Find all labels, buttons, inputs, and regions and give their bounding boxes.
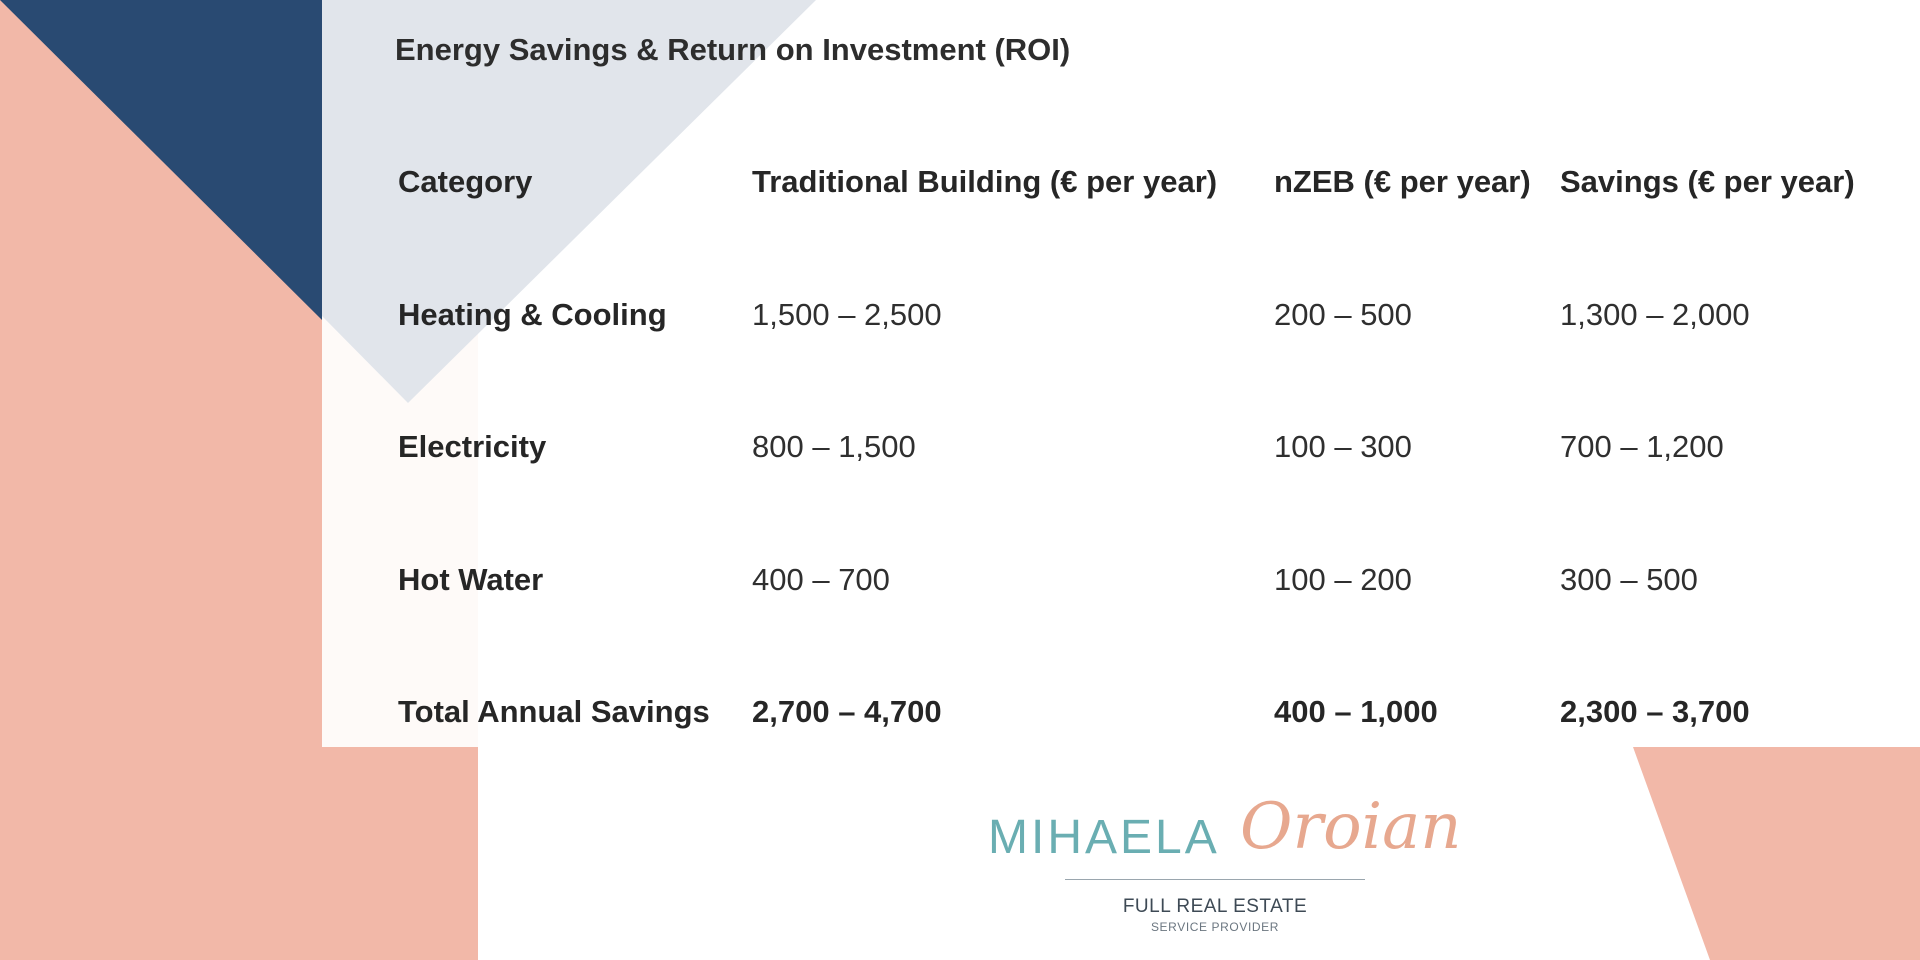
cell-traditional: 1,500 – 2,500	[752, 297, 942, 332]
logo-divider	[1065, 879, 1365, 880]
logo-tagline: FULL REAL ESTATE	[1122, 896, 1308, 917]
cell-nzeb: 100 – 300	[1274, 429, 1412, 464]
pale-gray-triangle	[322, 0, 816, 403]
cell-nzeb: 100 – 200	[1274, 562, 1412, 597]
cell-traditional: 400 – 700	[752, 562, 890, 597]
cell-savings: 300 – 500	[1560, 562, 1698, 597]
cell-traditional: 800 – 1,500	[752, 429, 916, 464]
header-traditional: Traditional Building (€ per year)	[752, 164, 1218, 199]
row-label-electricity: Electricity	[398, 429, 547, 464]
brand-logo: MIHAELA Oroian FULL REAL ESTATE SERVICE …	[985, 750, 1461, 940]
logo-first-name: MIHAELA	[988, 811, 1220, 864]
logo-signature: Oroian	[1240, 790, 1462, 864]
cell-nzeb-total: 400 – 1,000	[1274, 694, 1438, 729]
cell-savings: 1,300 – 2,000	[1560, 297, 1750, 332]
logo-subtagline: SERVICE PROVIDER	[1150, 920, 1280, 934]
header-savings: Savings (€ per year)	[1560, 164, 1855, 199]
navy-triangle	[0, 0, 322, 320]
row-label-heating-cooling: Heating & Cooling	[398, 297, 667, 332]
card-overlay-shapes	[322, 0, 816, 403]
row-label-hot-water: Hot Water	[398, 562, 544, 597]
cell-savings-total: 2,300 – 3,700	[1560, 694, 1750, 729]
document-title: Energy Savings & Return on Investment (R…	[395, 32, 1071, 67]
cell-nzeb: 200 – 500	[1274, 297, 1412, 332]
cell-traditional-total: 2,700 – 4,700	[752, 694, 942, 729]
cell-savings: 700 – 1,200	[1560, 429, 1724, 464]
salmon-right-wedge	[1633, 747, 1920, 960]
row-label-total: Total Annual Savings	[398, 694, 710, 729]
header-category: Category	[398, 164, 533, 199]
header-nzeb: nZEB (€ per year)	[1274, 164, 1531, 199]
